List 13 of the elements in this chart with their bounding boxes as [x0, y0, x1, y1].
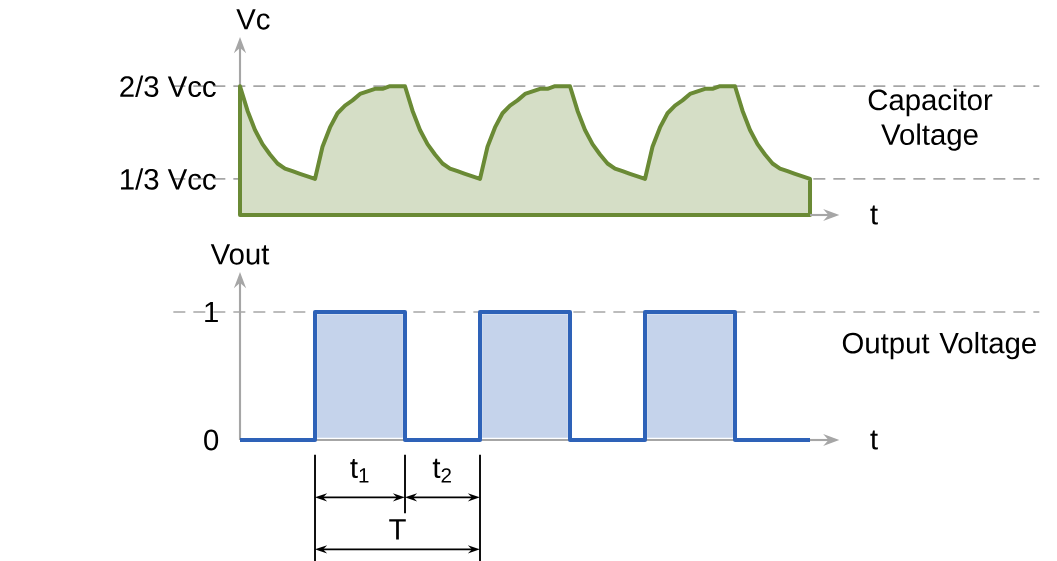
y-axis-title: Vc: [236, 9, 270, 30]
text: t$_{1}$: [350, 458, 369, 483]
y-tick-label: 1: [205, 301, 218, 323]
x-axis-title: t: [870, 430, 878, 450]
text: Capacitor Voltage: [868, 88, 993, 151]
x-axis-title: t: [870, 205, 878, 225]
text: t$_{2}$: [432, 458, 451, 483]
text: Output Voltage: [842, 331, 1036, 360]
ref-line-label: 1/3 Vcc: [121, 168, 216, 190]
y-tick-label: 0: [204, 429, 219, 451]
text: T: [389, 519, 406, 540]
y-axis-title: Vout: [210, 244, 270, 265]
ref-line-label: 2/3 Vcc: [120, 75, 216, 97]
